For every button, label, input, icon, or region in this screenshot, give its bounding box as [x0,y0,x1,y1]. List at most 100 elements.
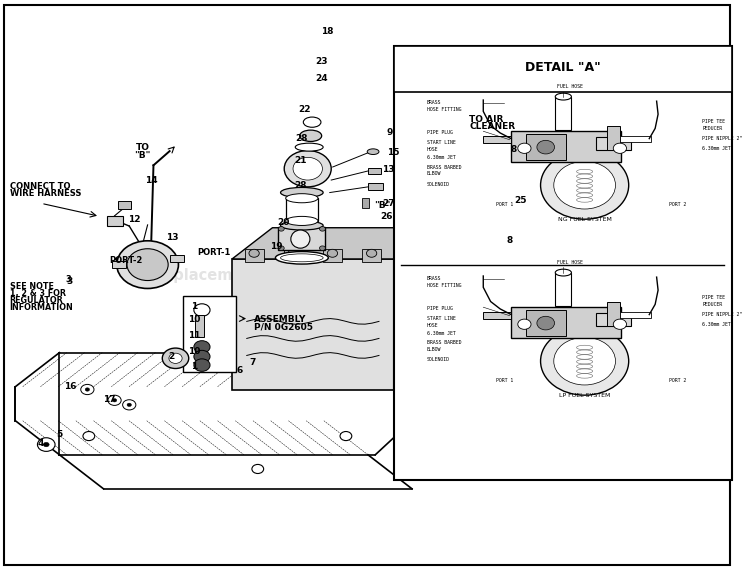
Ellipse shape [555,269,572,276]
Ellipse shape [300,130,322,142]
Circle shape [81,385,94,395]
Circle shape [86,388,89,391]
Bar [596,314,631,326]
Text: PIPE PLUG: PIPE PLUG [427,130,452,135]
Text: 6.30mm JET: 6.30mm JET [427,331,455,336]
Text: 16: 16 [64,382,76,391]
Text: 28: 28 [296,134,308,143]
Circle shape [327,249,338,257]
Text: 15: 15 [388,148,400,156]
Text: INFORMATION: INFORMATION [10,303,74,312]
Text: 1, 2 & 3 FOR: 1, 2 & 3 FOR [10,289,65,298]
Circle shape [340,431,352,440]
Bar [362,198,370,208]
Text: 8: 8 [506,236,513,245]
Bar [368,168,381,174]
Text: PORT 2: PORT 2 [669,202,686,207]
Bar [596,138,631,150]
Circle shape [518,319,531,329]
Circle shape [554,162,616,209]
Ellipse shape [280,221,323,230]
Text: SEE NOTE: SEE NOTE [10,282,53,291]
Text: CONNECT TO: CONNECT TO [10,182,70,191]
Text: PIPE TEE: PIPE TEE [702,295,725,300]
Bar [394,46,731,480]
Bar [620,137,651,142]
Text: PIPE NIPPLE 2": PIPE NIPPLE 2" [702,136,742,141]
Circle shape [537,316,554,330]
Circle shape [252,464,264,473]
Text: SOLENOID: SOLENOID [427,357,450,362]
Text: BRASS: BRASS [427,277,441,281]
Text: 11: 11 [188,331,200,340]
Circle shape [44,442,50,447]
Text: HOSE FITTING: HOSE FITTING [427,107,461,112]
Text: HOSE: HOSE [427,147,438,152]
Bar [512,131,621,163]
Text: START LINE: START LINE [427,140,455,145]
Text: 28: 28 [294,181,307,189]
Polygon shape [394,228,434,390]
Circle shape [288,249,298,257]
Text: PORT 1: PORT 1 [496,378,514,383]
Text: PORT 1: PORT 1 [496,202,514,207]
Text: "B": "B" [134,151,151,159]
Circle shape [122,400,136,410]
Circle shape [320,226,326,231]
Text: 1: 1 [190,302,197,311]
Text: 13: 13 [166,233,178,242]
Circle shape [194,351,210,363]
Ellipse shape [286,216,318,225]
Text: 9: 9 [387,128,393,137]
Bar [512,307,621,339]
Text: 21: 21 [294,156,307,165]
Text: 3: 3 [65,275,71,284]
Circle shape [194,304,210,316]
Text: REGULATOR: REGULATOR [10,296,63,305]
Polygon shape [232,228,434,259]
Circle shape [108,395,122,405]
Text: 6.30mm JET: 6.30mm JET [702,146,731,151]
Bar [170,255,184,262]
Text: eReplacementParts.com: eReplacementParts.com [142,269,344,283]
Ellipse shape [280,254,323,262]
Text: 2: 2 [169,352,175,361]
Text: HOSE FITTING: HOSE FITTING [427,283,461,288]
Text: BRASS: BRASS [427,100,441,105]
Text: "B": "B" [374,201,390,210]
Bar [526,134,566,160]
Text: 20: 20 [278,217,290,226]
Text: BRASS BARBED: BRASS BARBED [427,164,461,170]
Text: 3: 3 [66,277,72,286]
Circle shape [614,143,626,154]
Text: 25: 25 [514,196,527,205]
Text: ASSEMBLY: ASSEMBLY [254,315,307,324]
Text: 22: 22 [298,105,310,114]
Bar [278,226,326,250]
Bar [232,259,394,390]
Text: 4: 4 [38,439,44,448]
Circle shape [614,319,626,329]
Bar [107,216,123,226]
Circle shape [117,241,178,288]
Text: 26: 26 [380,212,392,221]
Circle shape [518,143,531,154]
Text: WIRE HARNESS: WIRE HARNESS [10,188,81,197]
Circle shape [278,246,284,250]
Text: SOLENOID: SOLENOID [427,182,450,187]
Text: PIPE PLUG: PIPE PLUG [427,307,452,311]
Text: HOSE: HOSE [427,323,438,328]
Bar [112,261,125,268]
Text: DETAIL "A": DETAIL "A" [525,61,601,74]
Text: START LINE: START LINE [427,316,455,321]
Text: P/N 0G2605: P/N 0G2605 [254,323,313,332]
Circle shape [481,143,493,152]
Bar [368,183,382,189]
Text: 6: 6 [236,366,242,376]
Text: 6.30mm JET: 6.30mm JET [702,321,731,327]
Bar [526,310,566,336]
Text: 10: 10 [188,315,200,324]
Circle shape [541,151,628,219]
Text: CLEANER: CLEANER [470,122,515,131]
Bar [607,126,620,150]
